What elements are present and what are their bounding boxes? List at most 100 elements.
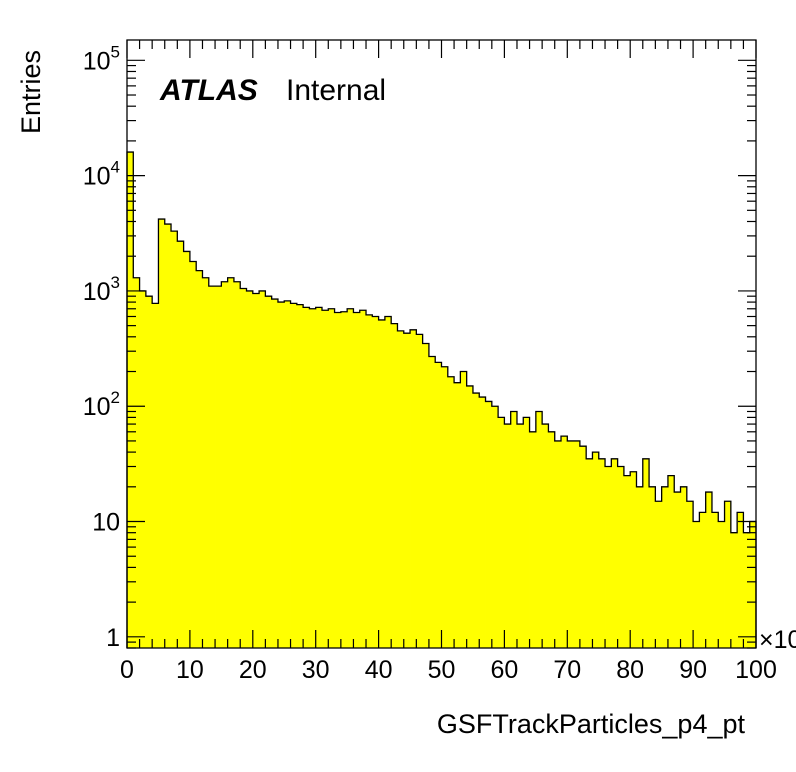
histogram-bin <box>491 406 499 648</box>
atlas-label: ATLAS <box>159 74 258 107</box>
histogram-bin <box>189 261 197 648</box>
histogram-bin <box>410 329 417 648</box>
histogram-bin <box>472 393 480 648</box>
histogram-bin <box>479 397 486 648</box>
histogram-bin <box>554 440 562 648</box>
histogram-bin <box>498 417 505 648</box>
histogram-bin <box>403 333 411 648</box>
histogram-bin <box>340 311 348 648</box>
x-tick-label: 20 <box>239 656 267 684</box>
histogram-bin <box>240 288 247 648</box>
histogram-bars <box>126 151 757 649</box>
histogram-bin <box>674 492 681 648</box>
y-tick-label: 10 <box>92 509 120 537</box>
histogram-bin <box>321 310 329 648</box>
histogram-bin <box>384 316 392 648</box>
x-multiplier-label: ×10 <box>759 626 796 654</box>
histogram-bin <box>630 471 637 648</box>
histogram-bin <box>265 296 273 648</box>
histogram-bin <box>171 231 178 648</box>
histogram-bin <box>749 521 757 648</box>
histogram-bin <box>208 286 216 648</box>
histogram-bin <box>730 532 738 648</box>
histogram-bin <box>699 512 707 648</box>
histogram-bin <box>215 286 222 648</box>
x-tick-label: 40 <box>365 656 393 684</box>
histogram-bin <box>233 281 241 648</box>
y-tick-label: 103 <box>83 273 120 306</box>
histogram-bin <box>139 290 147 648</box>
y-tick-labels: 1 10 102 103 104 105 <box>83 42 120 652</box>
histogram-bin <box>623 475 631 648</box>
histogram-bin <box>686 501 694 648</box>
histogram-bin <box>605 466 612 648</box>
histogram-bin <box>636 486 644 648</box>
histogram-bin <box>485 401 493 648</box>
histogram-bin <box>353 312 361 648</box>
histogram-bin <box>296 304 304 648</box>
histogram-bin <box>315 307 323 648</box>
histogram-bin <box>724 501 732 648</box>
x-tick-label: 90 <box>679 656 707 684</box>
histogram-bin <box>743 532 751 648</box>
histogram-bin <box>152 303 159 648</box>
histogram-bin <box>535 411 543 648</box>
histogram-bin <box>133 277 140 648</box>
histogram-bin <box>516 424 524 648</box>
x-tick-label: 70 <box>553 656 581 684</box>
histogram-bin <box>718 521 725 648</box>
x-tick-label: 0 <box>120 656 134 684</box>
histogram-bin <box>598 458 606 648</box>
histogram-outline <box>126 151 757 648</box>
histogram-bin <box>246 290 254 648</box>
histogram-bin <box>378 319 386 648</box>
histogram-bin <box>441 366 449 648</box>
histogram-bin <box>271 299 279 648</box>
histogram-bin <box>303 307 310 648</box>
x-tick-labels: 0 10 20 30 40 50 60 70 80 90 100 <box>120 656 777 684</box>
histogram-bin <box>460 371 468 648</box>
x-tick-label: 10 <box>176 656 204 684</box>
histogram-bin <box>221 281 229 648</box>
histogram-bin <box>649 486 656 648</box>
histogram-bin <box>693 521 700 648</box>
histogram-bin <box>227 277 235 648</box>
x-tick-label: 50 <box>428 656 456 684</box>
histogram-bin <box>661 486 669 648</box>
histogram-bin <box>548 431 556 648</box>
histogram-bin <box>284 300 291 648</box>
histogram-bin <box>510 411 518 648</box>
histogram-bin <box>334 312 342 648</box>
histogram-bin <box>642 458 650 648</box>
histogram-bin <box>711 512 719 648</box>
y-tick-label: 1 <box>106 624 120 652</box>
y-tick-label: 102 <box>83 388 120 421</box>
histogram-bin <box>611 458 619 648</box>
x-tick-label: 80 <box>616 656 644 684</box>
histogram-bin <box>252 293 260 648</box>
histogram-bin <box>579 446 587 648</box>
histogram-bin <box>202 277 210 648</box>
x-tick-label: 100 <box>735 656 777 684</box>
histogram-bin <box>309 308 317 648</box>
histogram-bin <box>561 436 568 648</box>
histogram-bin <box>435 362 442 648</box>
histogram-bin <box>416 334 424 648</box>
histogram-bin <box>158 219 166 648</box>
histogram-bin <box>290 303 298 648</box>
histogram-bin <box>586 458 593 648</box>
histogram-bin <box>277 302 285 648</box>
histogram-bin <box>737 512 744 648</box>
histogram-bin <box>183 251 191 648</box>
histogram-bin <box>592 452 600 648</box>
histogram-bin <box>372 316 379 648</box>
histogram-bin <box>164 224 172 648</box>
histogram-bin <box>328 308 335 648</box>
y-tick-label: 104 <box>83 158 120 191</box>
histogram-bin <box>127 152 134 649</box>
axis-ticks <box>126 40 757 649</box>
histogram-bin <box>567 440 574 648</box>
histogram-bin <box>422 343 430 648</box>
histogram-bin <box>529 431 537 648</box>
y-axis-title: Entries <box>16 50 46 134</box>
